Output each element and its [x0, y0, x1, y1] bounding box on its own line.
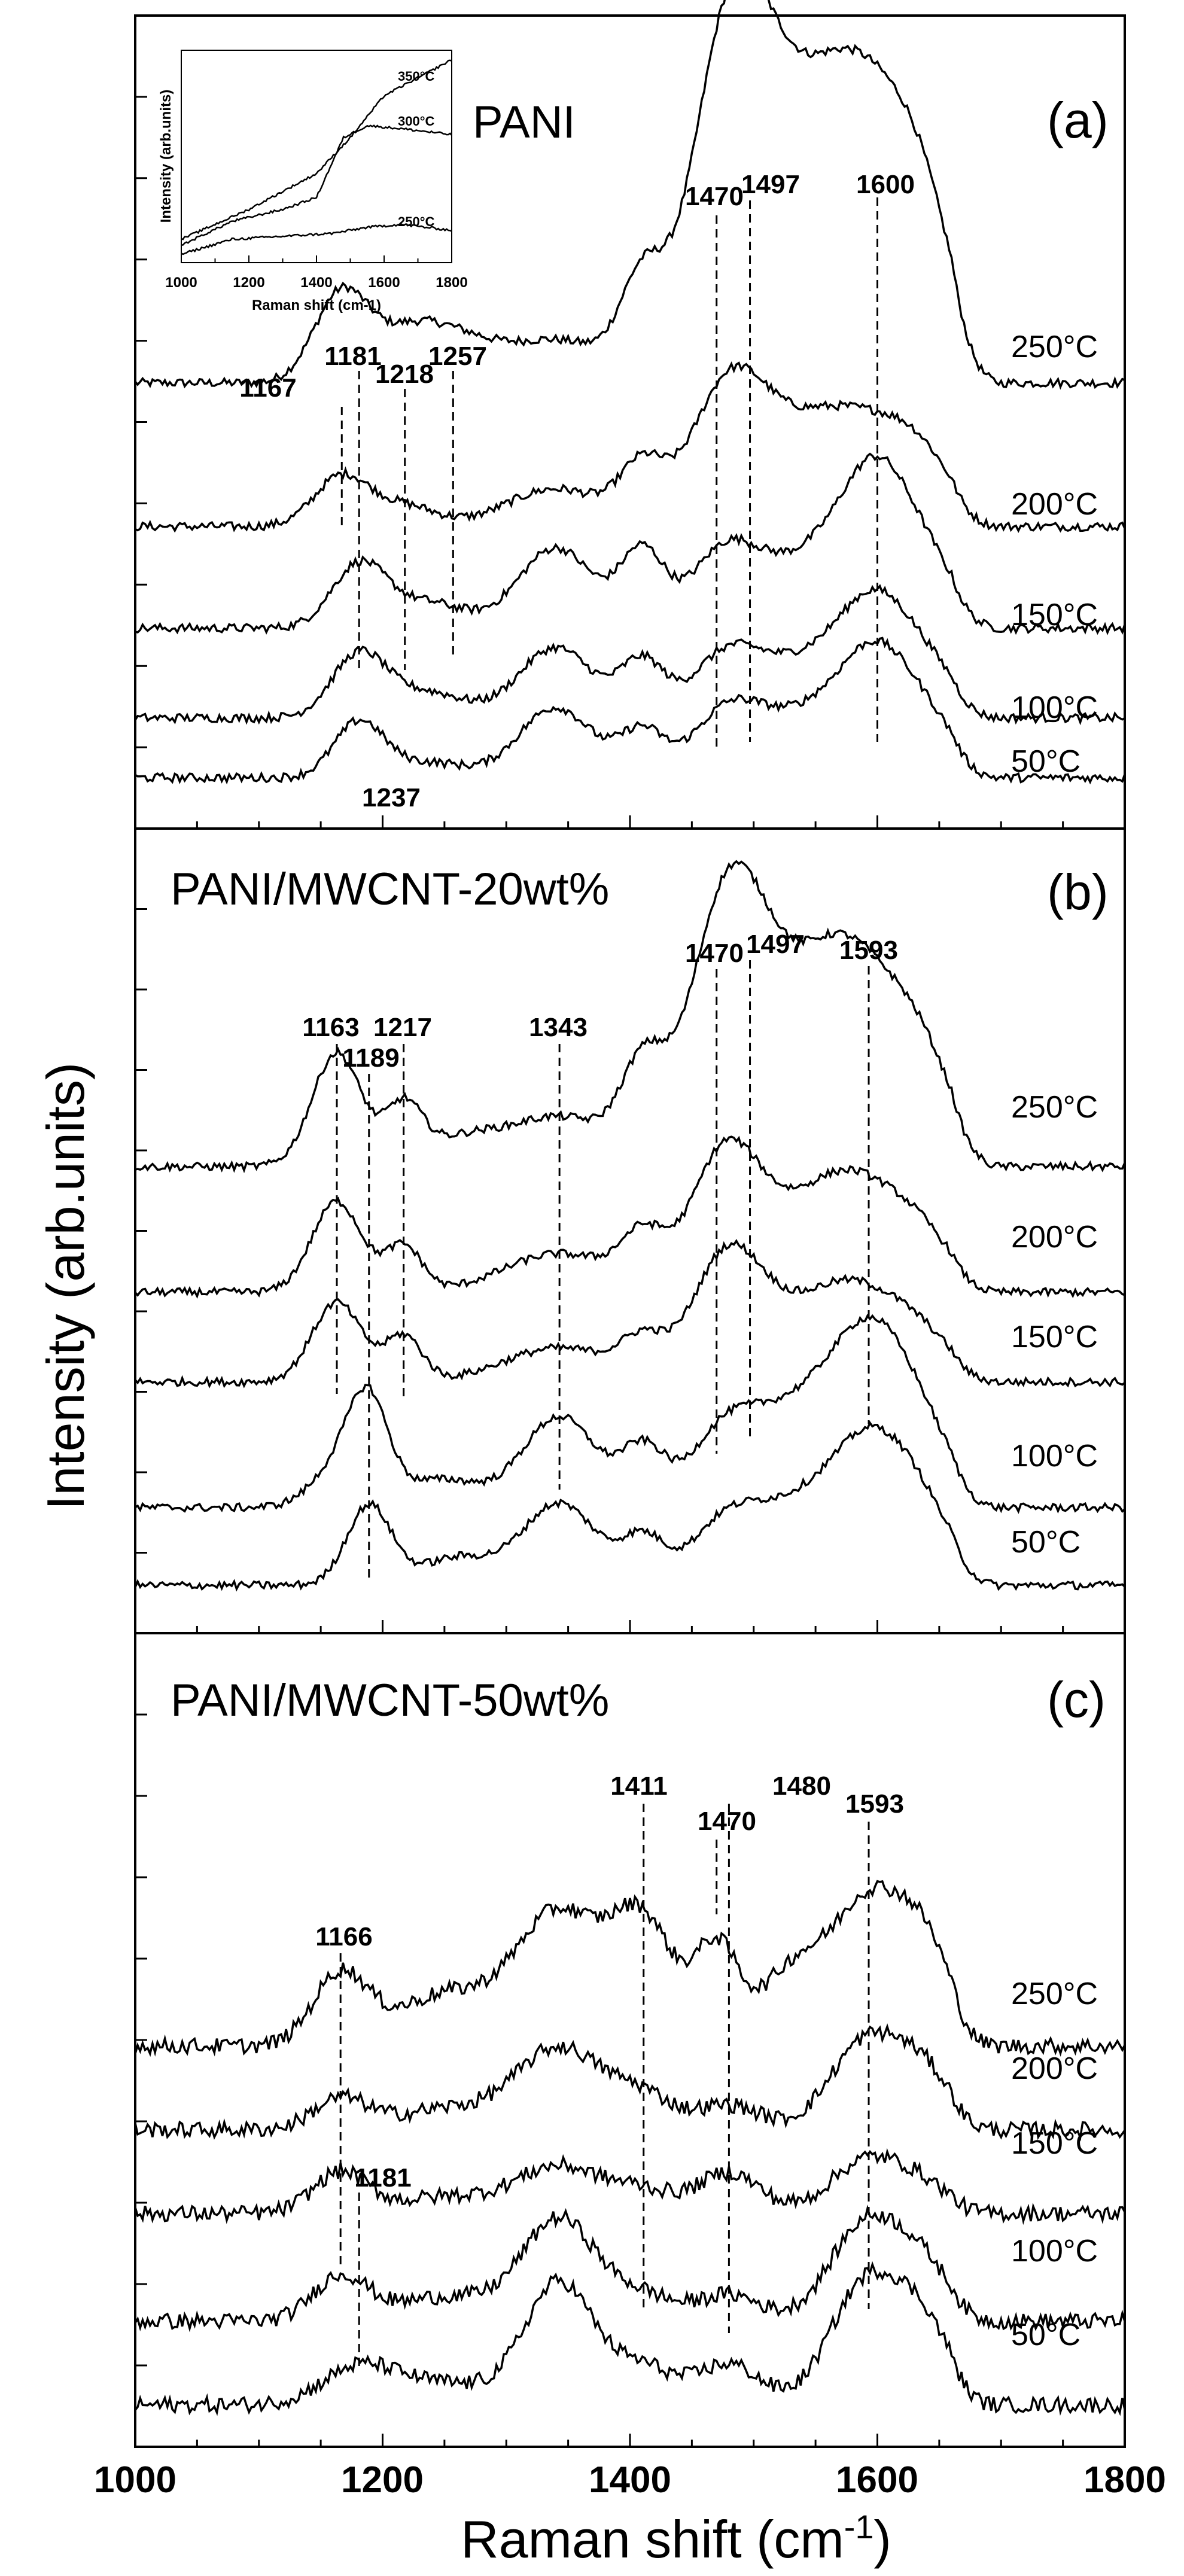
inset-tick: 1800 [436, 275, 467, 291]
inset-tick: 1600 [368, 275, 400, 291]
spectrum-line-200c [134, 2023, 1126, 2142]
y-axis-title: Intensity (arb.units) [36, 1062, 95, 1510]
spectrum-line-100c [134, 584, 1125, 726]
inset-tick: 1200 [233, 275, 264, 291]
temp-label: 200°C [1011, 2051, 1098, 2086]
spectrum-line-50c [134, 1420, 1126, 1592]
panel-a-title: PANI [473, 97, 576, 148]
temp-label: 250°C [1011, 1977, 1098, 2011]
x-axis-title-main: Raman shift (cm [461, 2510, 844, 2569]
temp-label: 150°C [1011, 1320, 1098, 1354]
peak-label: 1497 [746, 930, 805, 959]
panel-frame [134, 827, 1126, 1634]
chart-marks [134, 0, 1126, 2416]
inset-y-label: Intensity (arb.units) [158, 90, 174, 223]
peak-label: 1166 [315, 1922, 372, 1951]
peak-label: 1218 [375, 360, 434, 389]
peak-label: 1189 [342, 1043, 399, 1073]
temp-label: 100°C [1011, 690, 1098, 725]
inset-tick: 1400 [300, 275, 332, 291]
x-axis-title: Raman shift (cm-1) [461, 2508, 891, 2569]
temp-label: 50°C [1011, 744, 1080, 779]
peak-label: 1181 [324, 342, 381, 371]
panel-b-title: PANI/MWCNT-20wt% [171, 864, 609, 915]
temp-label: 250°C [1011, 1090, 1098, 1125]
peak-label: 1217 [373, 1013, 432, 1042]
inset-marks [181, 59, 452, 263]
inset-x-label: Raman shift (cm-1) [252, 297, 381, 313]
temp-label: 100°C [1011, 1439, 1098, 1473]
x-tick-label: 1800 [1083, 2459, 1166, 2501]
peak-label: 1470 [685, 182, 744, 211]
panel-c-tag: (c) [1047, 1671, 1106, 1728]
panel-b-tag: (b) [1047, 864, 1109, 920]
temp-label: 150°C [1011, 598, 1098, 632]
x-tick-label: 1400 [589, 2459, 671, 2501]
spectrum-line-150c [134, 2148, 1126, 2225]
peak-label: 1181 [354, 2163, 411, 2193]
temp-label: 50°C [1011, 2318, 1080, 2352]
peak-label: 1237 [362, 783, 421, 812]
x-tick-label: 1600 [836, 2459, 918, 2501]
spectrum-line-50c [134, 2261, 1126, 2416]
inset-line-350c [181, 59, 452, 240]
peak-label: 1600 [856, 170, 915, 199]
temp-label: 150°C [1011, 2126, 1098, 2161]
x-tick-label: 1200 [341, 2459, 424, 2501]
inset-line-300c [181, 124, 452, 246]
peak-label: 1257 [428, 342, 487, 371]
inset-temp-label: 250°C [398, 214, 435, 229]
spectrum-line-150c [134, 1238, 1126, 1389]
inset-tick: 1000 [165, 275, 197, 291]
temp-label: 250°C [1011, 330, 1098, 364]
spectrum-line-200c [135, 361, 1126, 533]
peak-label: 1593 [845, 1789, 904, 1819]
peak-label: 1593 [839, 936, 898, 965]
panel-a-tag: (a) [1047, 92, 1109, 148]
spectrum-line-200c [134, 1135, 1125, 1299]
peak-label: 1480 [772, 1771, 831, 1801]
peak-label: 1470 [685, 939, 744, 968]
inset-line-250c [181, 223, 452, 255]
temp-label: 200°C [1011, 1220, 1098, 1254]
spectrum-line-100c [135, 1314, 1126, 1514]
x-axis-title-end: ) [874, 2510, 891, 2569]
spectrum-line-50c [135, 637, 1126, 785]
x-axis-title-sup: -1 [844, 2508, 874, 2545]
peak-label: 1163 [302, 1013, 359, 1042]
temp-label: 200°C [1011, 487, 1098, 522]
panel-c-title: PANI/MWCNT-50wt% [171, 1675, 609, 1726]
spectrum-line-150c [135, 452, 1126, 636]
x-tick-label: 1000 [94, 2459, 176, 2501]
spectrum-line-250c [134, 0, 1125, 390]
spectrum-line-250c [135, 860, 1126, 1174]
peak-label: 1470 [698, 1807, 756, 1836]
inset-temp-label: 300°C [398, 114, 435, 129]
peak-label: 1167 [239, 373, 296, 403]
spectrum-line-100c [134, 2204, 1126, 2333]
spectrum-line-250c [134, 1880, 1126, 2057]
temp-label: 50°C [1011, 1525, 1080, 1560]
peak-label: 1497 [741, 170, 800, 199]
temp-label: 100°C [1011, 2234, 1098, 2269]
peak-label: 1411 [610, 1771, 667, 1801]
peak-label: 1343 [529, 1013, 588, 1042]
inset: Intensity (arb.units) Raman shift (cm-1)… [158, 50, 468, 313]
panel-frames [134, 14, 1126, 2448]
